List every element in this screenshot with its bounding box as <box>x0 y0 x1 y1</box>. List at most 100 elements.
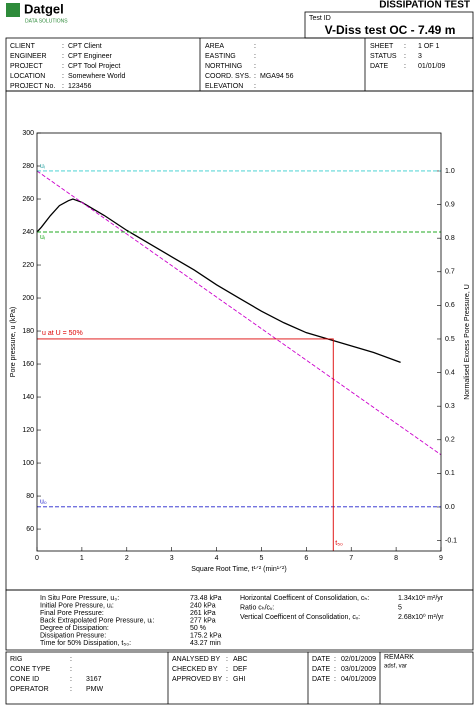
field-label: DATE <box>312 656 330 663</box>
series-line <box>36 198 401 363</box>
y2-tick-label: 0.4 <box>445 369 455 376</box>
y2-tick-label: 0.7 <box>445 269 455 276</box>
result-label: Ratio cₕ/cᵥ: <box>240 604 274 611</box>
field-label: ELEVATION <box>205 83 243 90</box>
y-tick-label: 80 <box>26 493 34 500</box>
separator: : <box>254 63 256 70</box>
separator: : <box>62 43 64 50</box>
result-value: 5 <box>398 604 402 611</box>
plot-frame <box>36 132 442 552</box>
result-value: 43.27 min <box>190 640 221 647</box>
x-tick-label: 3 <box>170 555 174 562</box>
test-id-label: Test ID <box>309 15 331 22</box>
separator: : <box>334 676 336 683</box>
field-label: ENGINEER <box>10 53 47 60</box>
footer-box <box>5 651 474 705</box>
x-tick-label: 6 <box>304 555 308 562</box>
x-tick-label: 4 <box>215 555 219 562</box>
result-label: Horizontal Coefficent of Consolidation, … <box>240 595 369 602</box>
field-value: MGA94 56 <box>260 73 294 80</box>
y2-tick-label: 0.6 <box>445 302 455 309</box>
result-value: 50 % <box>190 625 206 632</box>
separator: : <box>404 63 406 70</box>
y-axis-label: Pore pressure, u (kPa) <box>10 307 17 377</box>
field-value: CPT Engineer <box>68 53 113 60</box>
y-tick-label: 140 <box>22 394 34 401</box>
y-tick-label: 120 <box>22 427 34 434</box>
x-tick-label: 1 <box>80 555 84 562</box>
field-value: 01/01/09 <box>418 63 445 70</box>
separator: : <box>404 43 406 50</box>
separator: : <box>62 73 64 80</box>
result-value: 2.68x10⁰ m²/yr <box>398 613 444 621</box>
x-tick-label: 0 <box>35 555 39 562</box>
field-label: RIG <box>10 656 22 663</box>
field-label: STATUS <box>370 53 397 60</box>
separator: : <box>254 43 256 50</box>
logo-icon <box>6 3 20 17</box>
field-label: COORD. SYS. <box>205 73 251 80</box>
y2-tick-label: 0.9 <box>445 201 455 208</box>
separator: : <box>70 686 72 693</box>
field-label: APPROVED BY <box>172 676 223 683</box>
separator: : <box>404 53 406 60</box>
field-label: CHECKED BY <box>172 666 218 673</box>
result-value: 73.48 kPa <box>190 595 222 602</box>
result-value: 261 kPa <box>190 610 216 617</box>
y2-tick-label: -0.1 <box>445 537 457 544</box>
separator: : <box>226 676 228 683</box>
y-tick-label: 160 <box>22 361 34 368</box>
logo: Datgel <box>24 1 64 16</box>
field-value: ABC <box>233 656 247 663</box>
separator: : <box>70 666 72 673</box>
field-value: 3167 <box>86 676 102 683</box>
x-axis-label: Square Root Time, t¹ᐟ² (min¹ᐟ²) <box>191 566 286 573</box>
y2-tick-label: 1.0 <box>445 168 455 175</box>
x-tick-label: 8 <box>394 555 398 562</box>
result-value: 175.2 kPa <box>190 632 222 639</box>
field-label: LOCATION <box>10 73 45 80</box>
field-value: 03/01/2009 <box>341 666 376 673</box>
results-box <box>5 589 474 651</box>
field-value: PMW <box>86 686 104 693</box>
y2-tick-label: 0.1 <box>445 470 455 477</box>
field-value: 3 <box>418 53 422 60</box>
field-label: PROJECT <box>10 63 43 70</box>
separator: : <box>70 676 72 683</box>
y2-tick-label: 0.8 <box>445 235 455 242</box>
field-label: DATE <box>370 63 388 70</box>
field-value: 04/01/2009 <box>341 676 376 683</box>
page-title: DISSIPATION TEST <box>379 0 470 11</box>
y2-tick-label: 0.5 <box>445 336 455 343</box>
logo-sub: DATA SOLUTIONS <box>25 18 68 24</box>
field-value: DEF <box>233 666 247 673</box>
y2-tick-label: 0.3 <box>445 403 455 410</box>
y-tick-label: 300 <box>22 130 34 137</box>
result-label: Vertical Coefficent of Consolidation, cᵥ… <box>240 614 360 621</box>
annotation: t₅₀ <box>335 540 343 547</box>
x-tick-label: 2 <box>125 555 129 562</box>
separator: : <box>334 666 336 673</box>
field-label: SHEET <box>370 43 394 50</box>
separator: : <box>226 656 228 663</box>
result-label: Degree of Dissipation: <box>40 625 109 632</box>
y-tick-label: 200 <box>22 295 34 302</box>
test-id: V-Diss test OC - 7.49 m <box>325 23 456 37</box>
y-tick-label: 220 <box>22 262 34 269</box>
separator: : <box>254 83 256 90</box>
result-value: 240 kPa <box>190 602 216 609</box>
field-label: DATE <box>312 666 330 673</box>
separator: : <box>62 53 64 60</box>
field-label: CONE ID <box>10 676 39 683</box>
field-value: 02/01/2009 <box>341 656 376 663</box>
remark: adsf, var <box>384 664 407 670</box>
field-label: OPERATOR <box>10 686 49 693</box>
field-label: CLIENT <box>10 43 36 50</box>
separator: : <box>62 83 64 90</box>
series-line <box>36 170 442 456</box>
y-tick-label: 280 <box>22 163 34 170</box>
separator: : <box>254 73 256 80</box>
separator: : <box>334 656 336 663</box>
